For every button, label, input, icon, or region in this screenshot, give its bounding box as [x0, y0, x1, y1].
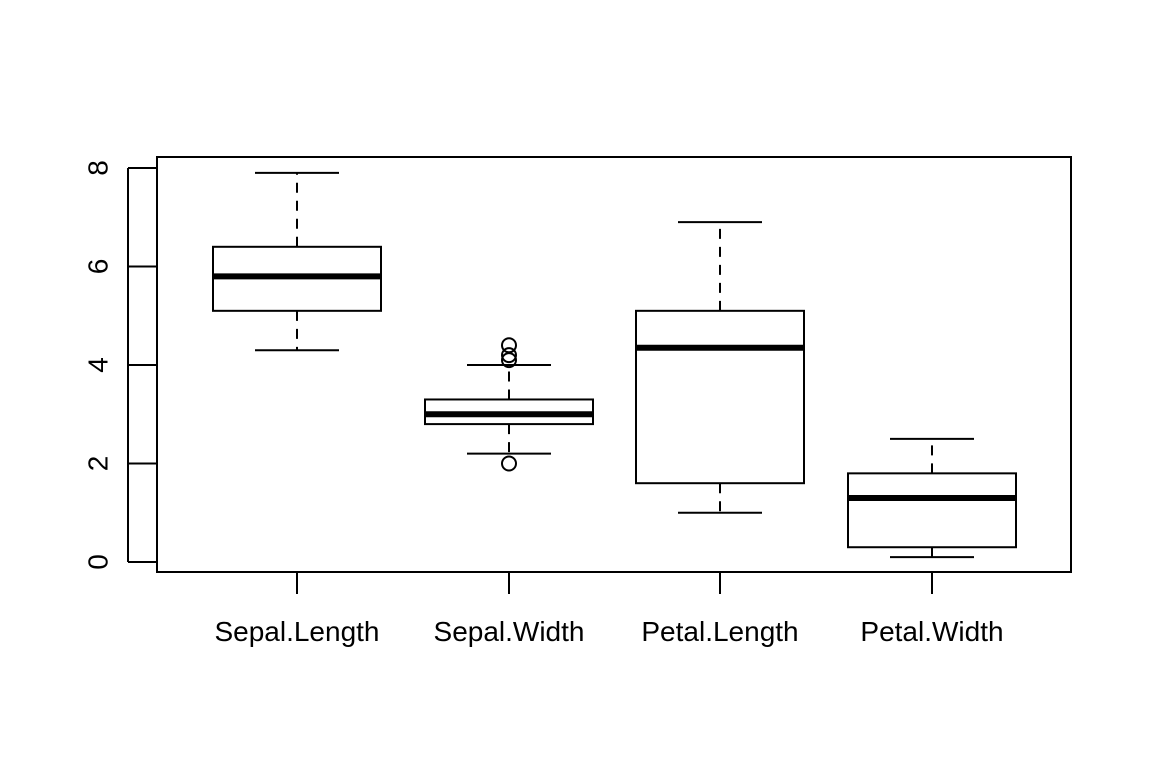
y-axis: 0 2 4 6 8	[82, 160, 157, 570]
outlier-point	[501, 455, 517, 472]
box	[635, 309, 805, 485]
box-group	[212, 171, 382, 352]
y-tick-label: 4	[82, 357, 113, 373]
box-group	[847, 437, 1017, 559]
y-tick-label: 0	[82, 554, 113, 570]
outlier-point	[501, 347, 517, 364]
y-tick-label: 8	[82, 160, 113, 176]
box-group	[635, 221, 805, 514]
x-tick-label: Petal.Length	[641, 616, 798, 647]
outlier-point	[501, 337, 517, 354]
x-axis: Sepal.Length Sepal.Width Petal.Length Petal…	[214, 572, 1004, 647]
y-tick-label: 6	[82, 259, 113, 275]
x-tick-label: Sepal.Length	[214, 616, 379, 647]
box	[847, 472, 1017, 549]
x-tick-label: Petal.Width	[860, 616, 1003, 647]
x-tick-label: Sepal.Width	[434, 616, 585, 647]
boxes	[212, 171, 1017, 559]
box-group	[424, 337, 594, 472]
y-tick-label: 2	[82, 456, 113, 472]
